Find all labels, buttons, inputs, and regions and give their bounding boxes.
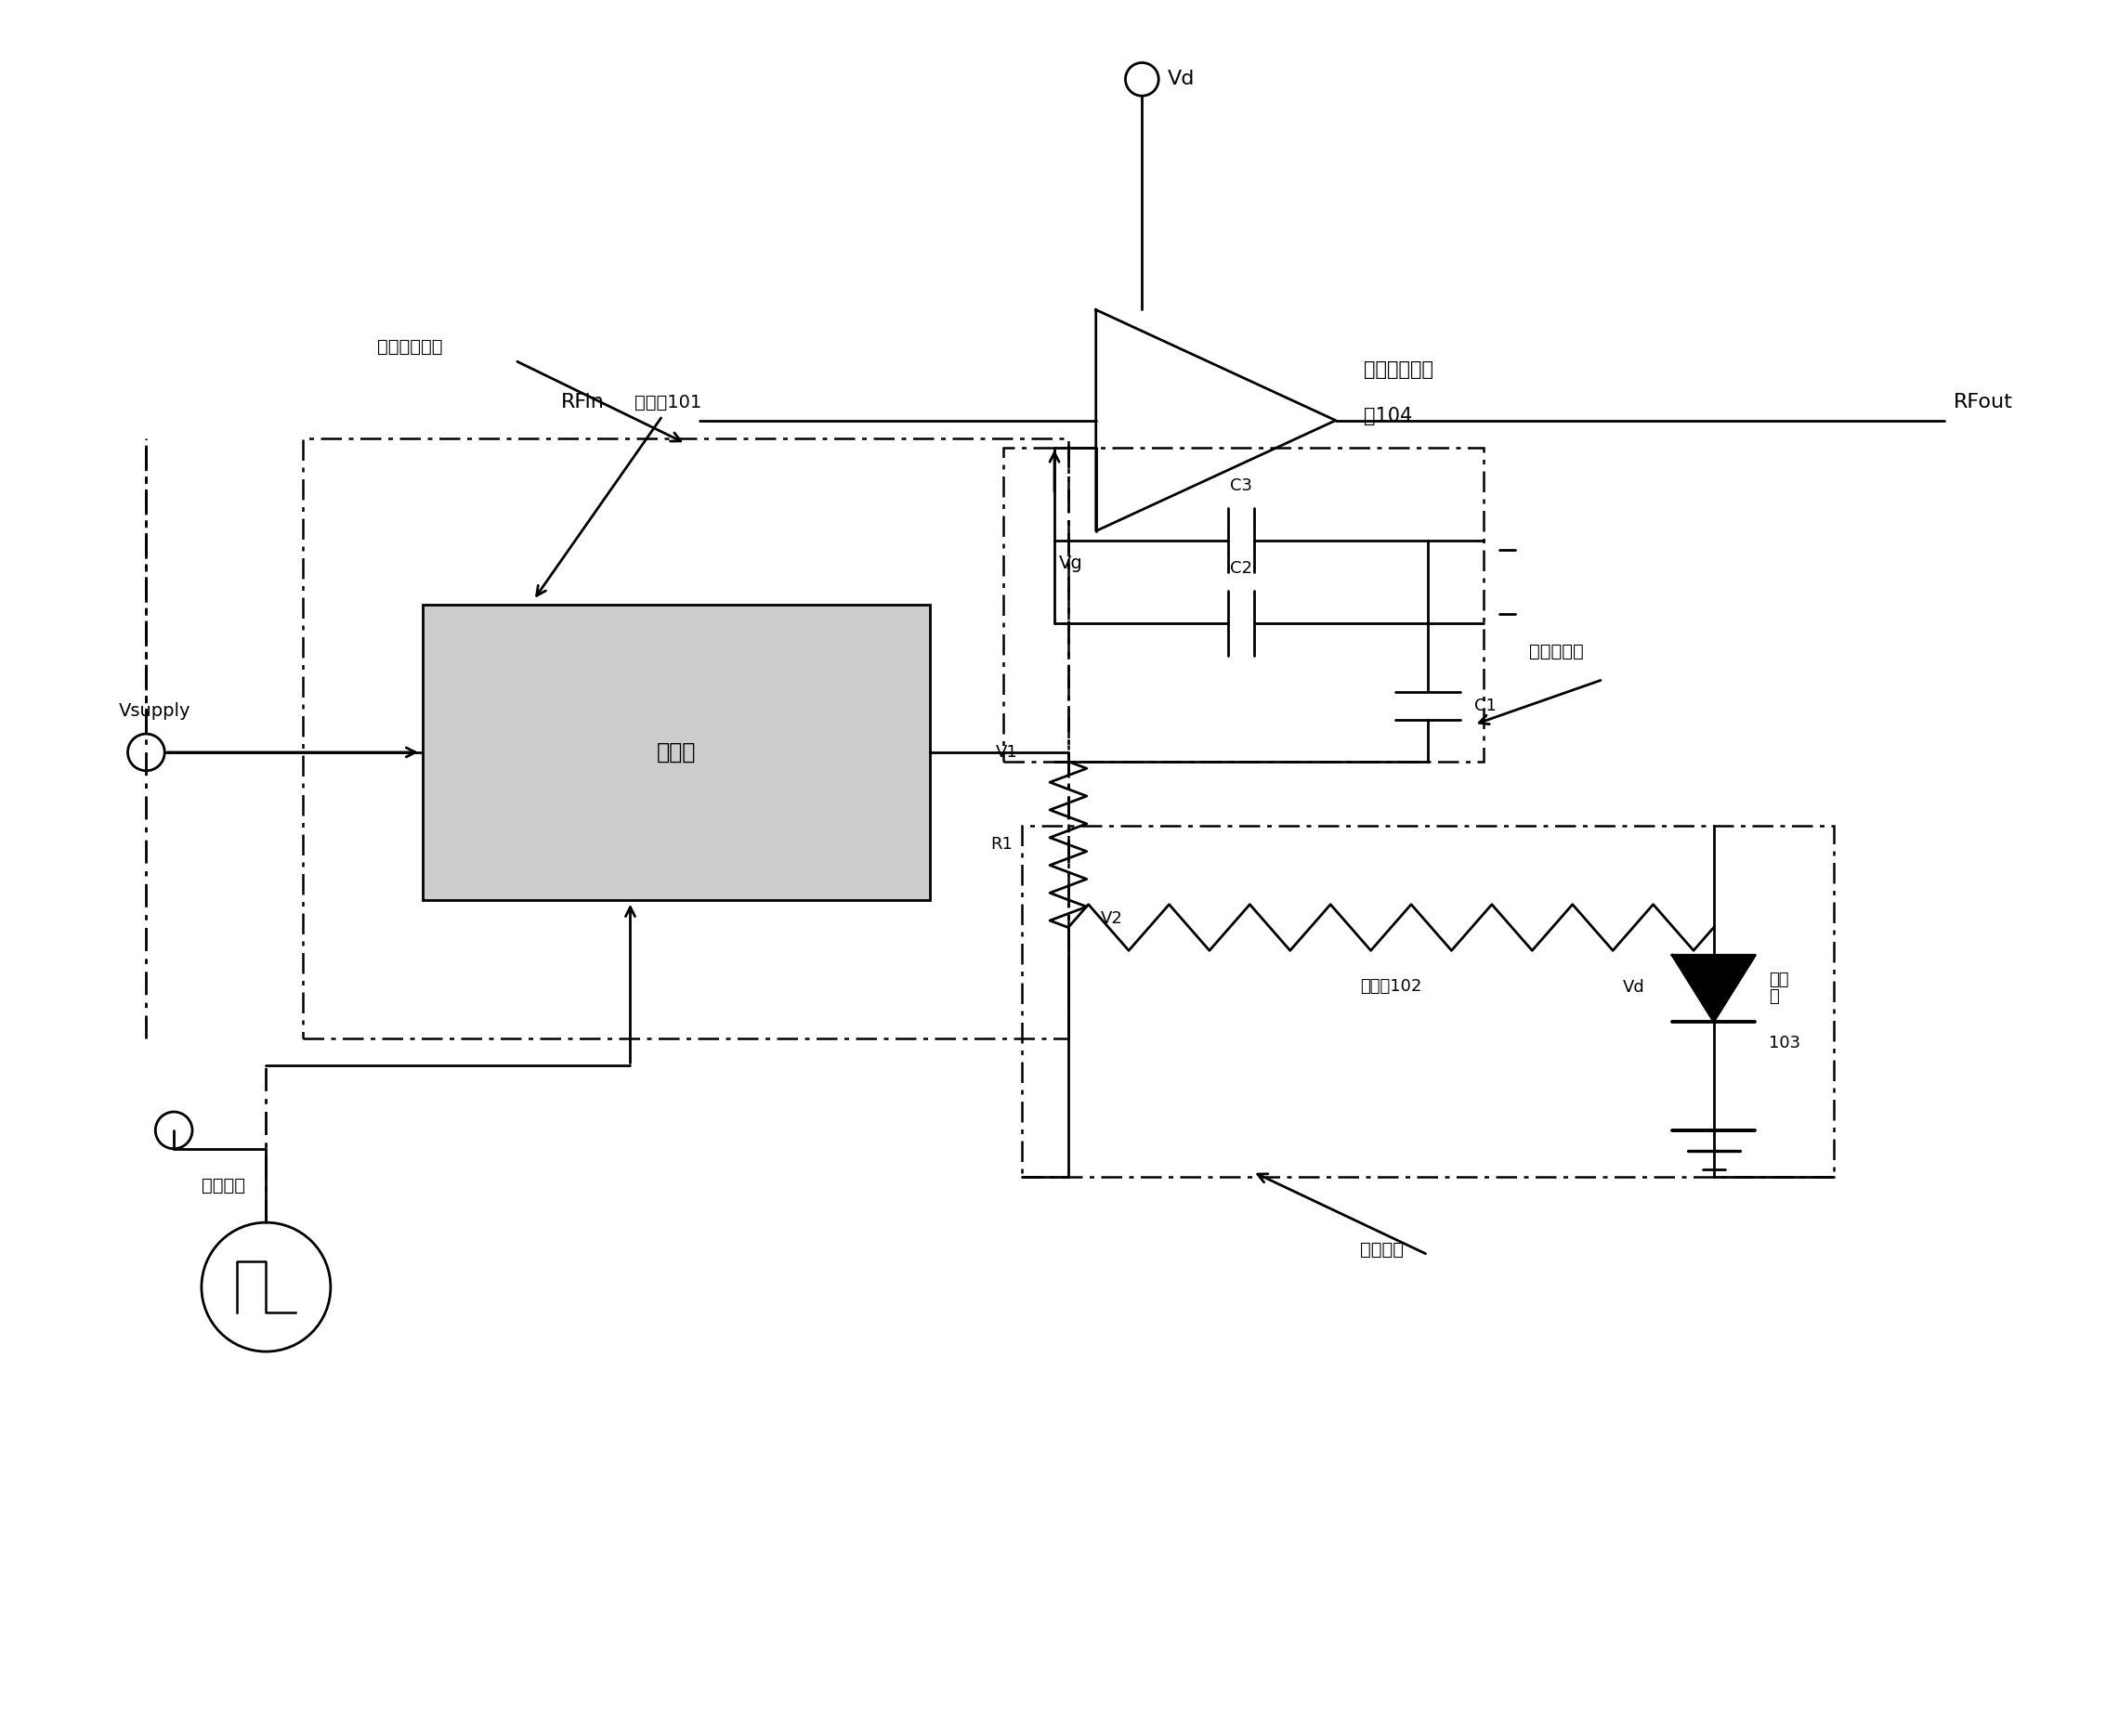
Text: R1: R1 <box>992 837 1013 852</box>
Polygon shape <box>1672 955 1755 1021</box>
Text: 管: 管 <box>1769 988 1780 1005</box>
Text: RFout: RFout <box>1954 392 2013 411</box>
Text: RFin: RFin <box>562 392 604 411</box>
Text: Vsupply: Vsupply <box>119 703 191 720</box>
Text: V2: V2 <box>1100 910 1123 927</box>
Text: 开关管: 开关管 <box>657 741 695 764</box>
Text: 器104: 器104 <box>1363 406 1411 425</box>
Text: 温补电路: 温补电路 <box>1360 1241 1403 1259</box>
Bar <box>1021 826 1833 1177</box>
Text: 开关管101: 开关管101 <box>636 394 701 411</box>
Text: C3: C3 <box>1229 477 1252 495</box>
Text: Vg: Vg <box>1060 554 1083 571</box>
Bar <box>424 604 930 899</box>
Text: Vd: Vd <box>1623 979 1644 996</box>
Text: 滤波、去耦: 滤波、去耦 <box>1530 642 1583 661</box>
Bar <box>1004 448 1483 762</box>
Text: 时隙控制部分: 时隙控制部分 <box>377 339 443 356</box>
Text: 射频功率放大: 射频功率放大 <box>1363 361 1432 378</box>
Text: 103: 103 <box>1769 1035 1801 1050</box>
Text: C2: C2 <box>1229 561 1252 576</box>
Text: C1: C1 <box>1475 698 1496 715</box>
Text: Vd: Vd <box>1168 69 1195 89</box>
Text: 控制信号: 控制信号 <box>201 1177 246 1194</box>
Text: 电位器102: 电位器102 <box>1360 977 1422 995</box>
Text: V1: V1 <box>996 745 1017 760</box>
Bar <box>303 439 1068 1038</box>
Text: 二极: 二极 <box>1769 972 1788 988</box>
